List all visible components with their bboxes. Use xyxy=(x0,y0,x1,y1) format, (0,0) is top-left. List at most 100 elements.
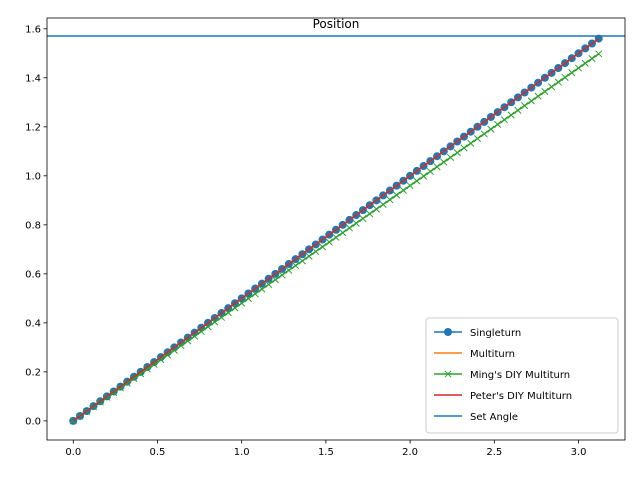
legend-label: Multiturn xyxy=(470,349,515,360)
x-tick-label: 1.0 xyxy=(234,447,250,458)
y-tick-label: 1.6 xyxy=(25,24,41,35)
data-point xyxy=(231,304,239,312)
data-point xyxy=(507,111,515,119)
data-point xyxy=(137,370,145,378)
y-axis-ticks: 0.0 0.2 0.4 0.6 0.8 1.0 1.2 1.4 1.6 xyxy=(25,24,47,427)
data-point xyxy=(588,55,596,63)
legend-box xyxy=(425,317,619,434)
data-point xyxy=(345,224,354,232)
data-point xyxy=(480,130,488,138)
legend-label: Ming's DIY Multiturn xyxy=(470,370,570,381)
data-point xyxy=(406,182,414,190)
plot-content xyxy=(47,34,625,425)
data-point xyxy=(581,59,589,67)
y-tick-label: 1.0 xyxy=(25,171,41,182)
data-point xyxy=(339,229,347,237)
data-point xyxy=(494,120,502,129)
legend-entry: Peter's DIY Multiturn xyxy=(434,391,572,402)
series-ming-s-diy-multiturn xyxy=(69,50,603,425)
data-point xyxy=(150,360,158,368)
data-point xyxy=(500,116,508,124)
x-axis-ticks: 0.0 0.5 1.0 1.5 2.0 2.5 3.0 xyxy=(65,440,586,458)
data-point xyxy=(534,92,542,100)
data-point xyxy=(238,299,246,307)
data-point xyxy=(285,266,293,274)
data-point xyxy=(244,294,252,303)
y-tick-label: 1.2 xyxy=(25,122,41,133)
data-point xyxy=(561,73,569,81)
y-tick-label: 0.4 xyxy=(25,318,41,329)
data-point xyxy=(298,257,306,265)
y-tick-label: 0.8 xyxy=(25,220,41,231)
data-point xyxy=(548,83,556,91)
legend-marker xyxy=(444,328,452,336)
series-peter-s-diy-multiturn xyxy=(72,37,600,422)
data-point xyxy=(440,158,448,166)
data-point xyxy=(568,69,576,77)
data-point xyxy=(143,365,151,373)
data-point xyxy=(433,163,441,171)
data-point xyxy=(251,290,259,298)
legend: Singleturn Multiturn Ming's DIY Multiturn P… xyxy=(425,317,619,434)
x-tick-label: 2.5 xyxy=(486,447,502,458)
data-point xyxy=(312,247,320,256)
data-point xyxy=(574,64,583,72)
legend-label: Set Angle xyxy=(470,412,518,423)
data-point xyxy=(157,356,165,364)
data-point xyxy=(265,280,273,288)
data-point xyxy=(554,78,562,86)
data-point xyxy=(453,149,461,157)
chart-title: Position xyxy=(313,17,360,31)
data-point xyxy=(359,215,367,223)
data-point xyxy=(123,379,131,387)
data-point xyxy=(541,87,549,96)
data-point xyxy=(460,144,468,152)
data-point xyxy=(305,252,313,260)
data-point xyxy=(318,243,327,251)
data-point xyxy=(325,238,333,246)
data-point xyxy=(527,97,535,105)
data-point xyxy=(514,106,522,114)
y-tick-label: 0.6 xyxy=(25,269,41,280)
data-point xyxy=(258,285,266,293)
data-point xyxy=(420,172,428,180)
x-tick-label: 0.0 xyxy=(65,447,81,458)
legend-marker xyxy=(444,370,452,378)
data-point xyxy=(130,374,138,383)
y-tick-label: 0.0 xyxy=(25,416,41,427)
legend-entry: Ming's DIY Multiturn xyxy=(434,370,570,381)
y-tick-label: 0.2 xyxy=(25,367,41,378)
legend-entry: Multiturn xyxy=(434,349,515,360)
data-point xyxy=(393,191,401,199)
data-point xyxy=(372,205,380,213)
legend-entry: Singleturn xyxy=(434,328,521,339)
data-point xyxy=(467,139,475,147)
data-point xyxy=(521,102,529,110)
data-point xyxy=(332,233,340,241)
data-point xyxy=(379,200,387,208)
data-point xyxy=(386,196,394,204)
series-line xyxy=(72,37,600,422)
data-point xyxy=(595,50,603,58)
y-tick-label: 1.4 xyxy=(25,73,41,84)
data-point xyxy=(473,135,482,143)
legend-entry: Set Angle xyxy=(434,412,518,423)
data-point xyxy=(366,210,374,218)
x-tick-label: 2.0 xyxy=(402,447,418,458)
data-point xyxy=(426,167,434,176)
plot-area xyxy=(47,34,625,425)
axes-frame xyxy=(46,17,626,441)
data-point xyxy=(271,276,279,284)
x-tick-label: 1.5 xyxy=(318,447,334,458)
data-point xyxy=(164,351,172,359)
legend-label: Singleturn xyxy=(470,328,521,339)
data-point xyxy=(292,262,300,270)
x-tick-label: 0.5 xyxy=(150,447,166,458)
x-tick-label: 3.0 xyxy=(571,447,587,458)
data-point xyxy=(399,186,407,194)
data-point xyxy=(413,177,421,185)
data-point xyxy=(278,271,286,279)
legend-label: Peter's DIY Multiturn xyxy=(470,391,572,402)
data-point xyxy=(352,219,360,227)
